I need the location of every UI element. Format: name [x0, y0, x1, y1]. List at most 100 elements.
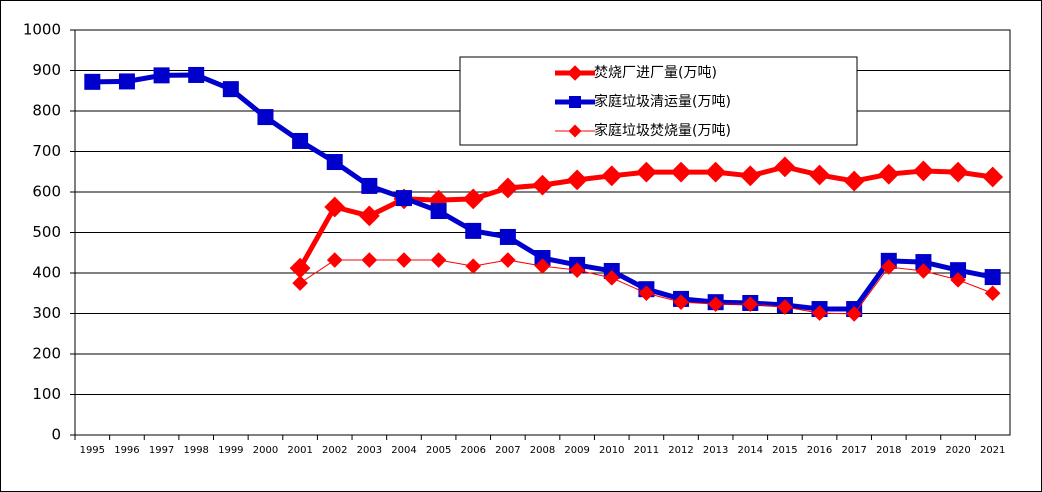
data-point [705, 161, 727, 183]
x-tick-label: 1999 [218, 445, 243, 456]
data-point [499, 228, 516, 245]
legend-box [459, 56, 858, 146]
data-point [843, 170, 865, 192]
x-tick-label: 2002 [322, 445, 347, 456]
data-point [361, 252, 378, 268]
data-point [950, 272, 966, 288]
x-tick-label: 2003 [357, 445, 382, 456]
legend-marker [569, 96, 581, 108]
x-tick-label: 2006 [461, 445, 486, 456]
data-point [774, 156, 796, 178]
data-point [739, 165, 761, 187]
y-tick-label: 700 [32, 142, 61, 160]
x-tick-label: 1998 [183, 445, 208, 456]
legend-label: 家庭垃圾清运量(万吨) [594, 93, 731, 110]
data-point [188, 66, 205, 83]
data-point [465, 222, 482, 239]
y-tick-label: 600 [32, 183, 61, 201]
x-tick-label: 2004 [391, 445, 416, 456]
legend-marker [568, 124, 582, 138]
data-point [361, 177, 378, 194]
data-point [670, 161, 692, 183]
data-point [497, 177, 519, 199]
data-point [913, 160, 934, 182]
data-point [153, 67, 170, 84]
data-point [292, 132, 309, 149]
x-tick-label: 2017 [841, 445, 866, 456]
data-point [326, 154, 343, 171]
data-point [603, 270, 620, 286]
x-tick-label: 2013 [703, 445, 728, 456]
data-point [532, 174, 553, 196]
data-point [430, 252, 447, 268]
data-point [396, 252, 412, 268]
x-tick-label: 2000 [253, 445, 278, 456]
data-point [465, 258, 482, 274]
data-point [292, 275, 308, 291]
legend-marker [567, 65, 583, 81]
data-point [982, 166, 1004, 188]
data-point [878, 163, 900, 185]
x-tick-label: 2010 [599, 445, 624, 456]
data-point [915, 263, 932, 279]
data-point [707, 296, 724, 312]
x-tick-label: 2007 [495, 445, 520, 456]
x-tick-label: 2001 [287, 445, 312, 456]
x-tick-label: 1996 [114, 445, 139, 456]
data-point [395, 190, 412, 207]
legend-label: 家庭垃圾焚烧量(万吨) [594, 122, 731, 139]
data-point [777, 299, 793, 315]
data-point [358, 205, 380, 227]
y-tick-label: 500 [32, 223, 61, 241]
data-point [984, 285, 1001, 302]
data-point [534, 258, 551, 274]
legend-label: 焚烧厂进厂量(万吨) [594, 65, 717, 81]
data-point [430, 203, 447, 220]
x-tick-label: 2021 [980, 445, 1005, 456]
x-tick-label: 2014 [738, 445, 763, 456]
data-point [846, 306, 862, 322]
x-tick-label: 2020 [945, 445, 970, 456]
data-point [880, 259, 897, 275]
y-tick-label: 0 [51, 426, 61, 444]
y-tick-label: 100 [32, 385, 61, 403]
x-tick-label: 2015 [772, 445, 797, 456]
data-point [324, 196, 346, 218]
y-tick-label: 900 [32, 61, 61, 79]
y-tick-label: 400 [32, 264, 61, 282]
x-tick-label: 2018 [876, 445, 901, 456]
x-tick-label: 2012 [668, 445, 693, 456]
y-tick-label: 300 [32, 304, 61, 322]
data-point [673, 294, 689, 310]
data-point [742, 296, 759, 312]
data-point [84, 73, 101, 90]
data-point [566, 169, 588, 191]
data-point [569, 262, 585, 278]
data-point [257, 109, 274, 126]
data-point [500, 252, 516, 268]
y-tick-label: 200 [32, 345, 61, 363]
data-point [947, 161, 969, 183]
x-tick-label: 2008 [530, 445, 555, 456]
data-point [601, 165, 623, 187]
data-point [809, 164, 830, 186]
x-tick-label: 1997 [149, 445, 174, 456]
data-point [462, 188, 484, 210]
data-point [915, 254, 932, 271]
data-point [984, 269, 1001, 286]
data-point [950, 262, 967, 279]
data-point [326, 252, 343, 268]
x-tick-label: 2019 [911, 445, 936, 456]
data-point [534, 250, 551, 267]
x-tick-label: 2005 [426, 445, 451, 456]
x-tick-label: 1995 [80, 445, 105, 456]
data-point [635, 161, 657, 183]
data-point [222, 81, 239, 98]
x-tick-label: 2011 [634, 445, 659, 456]
data-point [638, 285, 655, 302]
data-point [289, 257, 311, 279]
y-tick-label: 1000 [23, 21, 61, 39]
data-point [811, 305, 828, 321]
x-tick-label: 2009 [564, 445, 589, 456]
